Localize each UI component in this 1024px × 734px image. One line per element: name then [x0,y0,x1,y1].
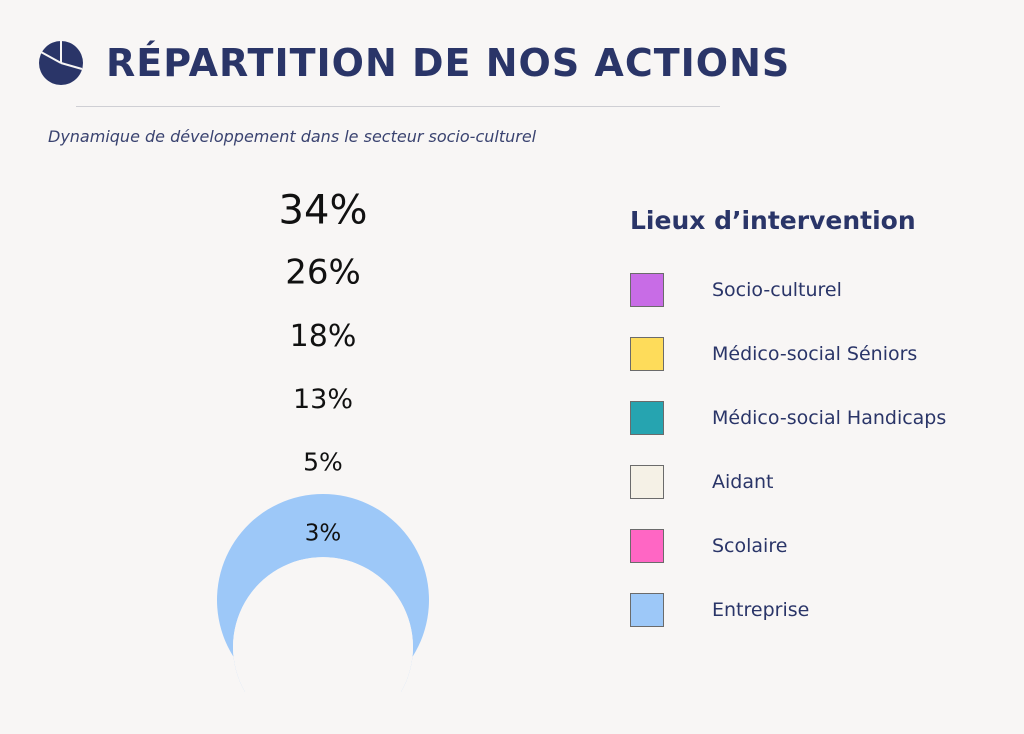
header: RÉPARTITION DE NOS ACTIONS [38,40,790,86]
arc-entreprise [216,494,429,692]
legend-label: Socio-culturel [712,278,842,301]
legend-label: Scolaire [712,534,788,557]
legend-item-entreprise: Entreprise [630,591,946,628]
legend-swatch [630,464,664,499]
legend-label: Entreprise [712,598,810,621]
legend-swatch [630,528,664,563]
legend: Lieux d’intervention Socio-culturel Médi… [630,206,946,655]
legend-swatch [630,400,664,435]
legend-label: Aidant [712,470,774,493]
page-subtitle: Dynamique de développement dans le secte… [48,127,537,146]
legend-item-socio-culturel: Socio-culturel [630,271,946,308]
legend-label: Médico-social Séniors [712,342,918,365]
page-title: RÉPARTITION DE NOS ACTIONS [106,41,791,85]
legend-item-medico-social-handicaps: Médico-social Handicaps [630,399,946,436]
legend-title: Lieux d’intervention [630,206,916,235]
legend-item-aidant: Aidant [630,463,946,500]
title-divider [76,106,720,107]
data-label: 18% [290,319,357,354]
data-label: 3% [305,520,342,546]
legend-item-scolaire: Scolaire [630,527,946,564]
legend-item-medico-social-seniors: Médico-social Séniors [630,335,946,372]
data-label: 5% [303,448,343,477]
chart-center-hole [232,557,414,692]
data-label: 26% [285,253,361,293]
data-label: 13% [293,384,353,415]
legend-swatch [630,336,664,371]
legend-label: Médico-social Handicaps [712,406,947,429]
legend-swatch [630,272,664,307]
pie-chart-icon [39,41,83,85]
legend-swatch [630,592,664,627]
data-label: 34% [279,187,368,233]
